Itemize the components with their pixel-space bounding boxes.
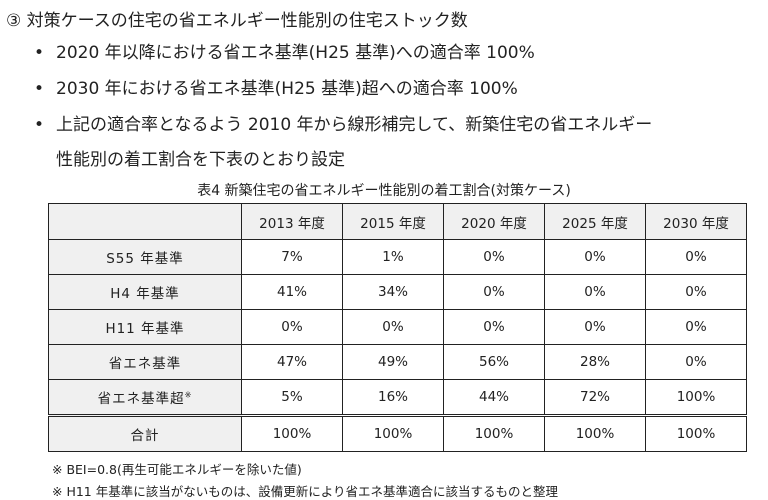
table-cell: 100% [645, 414, 747, 452]
table-cell: 0% [645, 274, 747, 310]
row-label: 合計 [130, 428, 160, 444]
table-cell: 41% [241, 274, 343, 310]
table-cell: 100% [645, 379, 747, 416]
column-header: 2013 年度 [241, 203, 343, 240]
table-cell: 0% [443, 309, 545, 345]
footnote-mark: ※ [184, 390, 193, 400]
table-cell: 0% [544, 309, 646, 345]
table-row: S55 年基準 7% 1% 0% 0% 0% [48, 239, 747, 275]
table-cell: 16% [342, 379, 444, 416]
table-cell: 0% [645, 309, 747, 345]
table-cell: 0% [443, 239, 545, 275]
table-cell: 34% [342, 274, 444, 310]
row-header: 省エネ基準超※ [48, 379, 242, 416]
row-label: S55 年基準 [106, 251, 184, 267]
table-cell: 100% [544, 414, 646, 452]
table-header-row: 2013 年度 2015 年度 2020 年度 2025 年度 2030 年度 [48, 203, 747, 240]
table-row: H4 年基準 41% 34% 0% 0% 0% [48, 274, 747, 310]
table-row: H11 年基準 0% 0% 0% 0% 0% [48, 309, 747, 345]
table-caption: 表4 新築住宅の省エネルギー性能別の着工割合(対策ケース) [197, 183, 571, 199]
table-cell: 0% [342, 309, 444, 345]
bullet-text: 上記の適合率となるよう 2010 年から線形補完して、新築住宅の省エネルギー [56, 115, 653, 135]
bullet-text: 2020 年以降における省エネ基準(H25 基準)への適合率 100% [56, 43, 535, 63]
table-row: 合計 100% 100% 100% 100% 100% [48, 414, 747, 452]
bullet-icon: • [34, 115, 45, 135]
row-header: 合計 [48, 414, 242, 452]
bullet-item: • 上記の適合率となるよう 2010 年から線形補完して、新築住宅の省エネルギー [34, 110, 652, 135]
section-heading: ③ 対策ケースの住宅の省エネルギー性能別の住宅ストック数 [6, 11, 468, 31]
table-cell: 0% [544, 239, 646, 275]
table-cell: 0% [443, 274, 545, 310]
footnote: ※ H11 年基準に該当がないものは、設備更新により省エネ基準適合に該当するもの… [52, 484, 558, 499]
table-cell: 100% [443, 414, 545, 452]
bullet-continuation: 性能別の着工割合を下表のとおり設定 [56, 150, 345, 170]
row-header: H11 年基準 [48, 309, 242, 345]
table-cell: 100% [342, 414, 444, 452]
table-cell: 44% [443, 379, 545, 416]
bullet-icon: • [34, 43, 45, 63]
corner-cell [48, 203, 242, 240]
footnote: ※ BEI=0.8(再生可能エネルギーを除いた値) [52, 462, 302, 477]
table-cell: 0% [241, 309, 343, 345]
bullet-item: • 2030 年における省エネ基準(H25 基準)超への適合率 100% [34, 74, 518, 99]
row-label: H11 年基準 [105, 321, 185, 337]
table-cell: 1% [342, 239, 444, 275]
row-header: H4 年基準 [48, 274, 242, 310]
row-label: H4 年基準 [110, 286, 180, 302]
column-header: 2015 年度 [342, 203, 444, 240]
table-cell: 100% [241, 414, 343, 452]
table-cell: 28% [544, 344, 646, 380]
column-header: 2025 年度 [544, 203, 646, 240]
row-label: 省エネ基準 [108, 356, 182, 372]
bullet-item: • 2020 年以降における省エネ基準(H25 基準)への適合率 100% [34, 38, 535, 63]
construction-ratio-table: 2013 年度 2015 年度 2020 年度 2025 年度 2030 年度 … [48, 203, 747, 452]
row-label: 省エネ基準超 [97, 391, 185, 407]
table-cell: 49% [342, 344, 444, 380]
table-row: 省エネ基準超※ 5% 16% 44% 72% 100% [48, 379, 747, 416]
table-cell: 56% [443, 344, 545, 380]
table-cell: 72% [544, 379, 646, 416]
column-header: 2030 年度 [645, 203, 747, 240]
column-header: 2020 年度 [443, 203, 545, 240]
table-row: 省エネ基準 47% 49% 56% 28% 0% [48, 344, 747, 380]
row-header: 省エネ基準 [48, 344, 242, 380]
table-cell: 0% [645, 239, 747, 275]
table-cell: 47% [241, 344, 343, 380]
table-cell: 0% [645, 344, 747, 380]
row-header: S55 年基準 [48, 239, 242, 275]
table-cell: 7% [241, 239, 343, 275]
bullet-icon: • [34, 79, 45, 99]
table-cell: 0% [544, 274, 646, 310]
bullet-text: 2030 年における省エネ基準(H25 基準)超への適合率 100% [56, 79, 518, 99]
table-cell: 5% [241, 379, 343, 416]
